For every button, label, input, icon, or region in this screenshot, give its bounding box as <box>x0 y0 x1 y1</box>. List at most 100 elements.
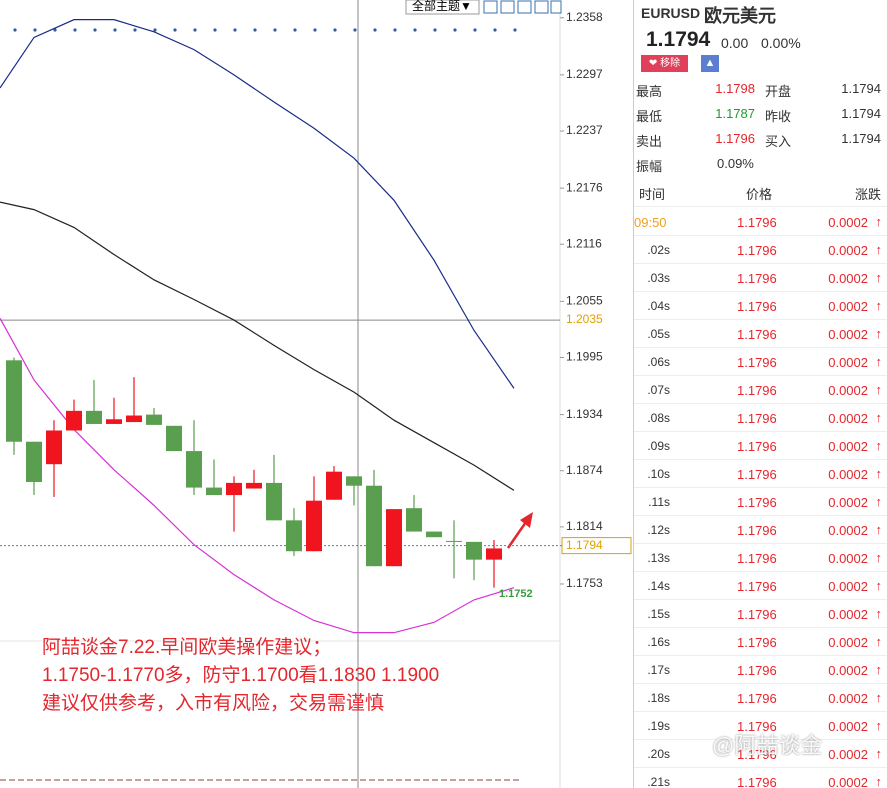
candle-body <box>486 548 502 560</box>
table-row: .10s 1.1796 0.0002 ↑ <box>634 460 887 488</box>
stat-label: 最高 <box>636 84 663 99</box>
price: 1.1796 <box>737 747 777 762</box>
marker-dot <box>453 28 457 32</box>
table-row: .17s 1.1796 0.0002 ↑ <box>634 656 887 684</box>
marker-dot <box>473 28 477 32</box>
price: 1.1796 <box>737 523 777 538</box>
chart: 全部主题▼ 1.2358 1.2297 1.2237 1.2176 1.2116 1.20… <box>0 0 632 788</box>
price: 1.1796 <box>737 579 777 594</box>
up-arrow: ↑ <box>875 494 883 509</box>
change: 0.0002 <box>828 635 868 650</box>
time: .04s <box>647 299 670 313</box>
change: 0.0002 <box>828 215 868 230</box>
stat-label: 开盘 <box>765 84 792 99</box>
up-arrow: ↑ <box>875 662 883 677</box>
annotation: 阿喆谈金7.22.早间欧美操作建议； <box>42 636 331 658</box>
price: 1.1796 <box>737 607 777 622</box>
up-arrow: ↑ <box>875 382 883 397</box>
theme-button-label[interactable]: 全部主题▼ <box>412 0 472 13</box>
y-tick-label: 1.2297 <box>566 67 603 81</box>
table-row: .07s 1.1796 0.0002 ↑ <box>634 376 887 404</box>
y-tick-label: 1.2237 <box>566 123 603 137</box>
time: .08s <box>647 411 670 425</box>
up-arrow: ↑ <box>875 466 883 481</box>
price: 1.1796 <box>737 299 777 314</box>
up-arrow: ↑ <box>875 354 883 369</box>
table-row: .19s 1.1796 0.0002 ↑ <box>634 712 887 740</box>
price: 1.1796 <box>737 383 777 398</box>
y-tick-label: 1.2116 <box>566 236 602 250</box>
marker-dot <box>133 28 137 32</box>
table-row: .14s 1.1796 0.0002 ↑ <box>634 572 887 600</box>
marker-dot <box>513 28 517 32</box>
marker-dot <box>293 28 297 32</box>
table-row: .09s 1.1796 0.0002 ↑ <box>634 432 887 460</box>
symbol: EURUSD <box>641 5 701 21</box>
crosshair-label-box <box>562 312 632 329</box>
up-arrow: ↑ <box>875 270 883 285</box>
stat-value: 1.1794 <box>841 131 881 146</box>
candle-body <box>366 485 382 567</box>
candle-body <box>246 482 262 489</box>
candle-body <box>466 541 482 560</box>
change: 0.0002 <box>828 383 868 398</box>
change: 0.0002 <box>828 607 868 622</box>
table-row: .05s 1.1796 0.0002 ↑ <box>634 320 887 348</box>
price: 1.1796 <box>737 327 777 342</box>
price: 1.1796 <box>737 467 777 482</box>
change: 0.0002 <box>828 355 868 370</box>
remove-button[interactable]: ❤ 移除 <box>641 55 688 72</box>
change: 0.0002 <box>828 551 868 566</box>
table-row: .08s 1.1796 0.0002 ↑ <box>634 404 887 432</box>
y-tick-label: 1.2358 <box>566 10 603 24</box>
time: .07s <box>647 383 670 397</box>
marker-dot <box>393 28 397 32</box>
change: 0.0002 <box>828 271 868 286</box>
table-row: .16s 1.1796 0.0002 ↑ <box>634 628 887 656</box>
change: 0.0002 <box>828 579 868 594</box>
toolbar-icons[interactable] <box>483 0 562 14</box>
table-row: .06s 1.1796 0.0002 ↑ <box>634 348 887 376</box>
stat-label: 买入 <box>765 134 792 149</box>
header-price: 价格 <box>746 187 773 202</box>
y-tick-label: 1.2176 <box>566 180 603 194</box>
stat-value: 1.1798 <box>715 81 755 96</box>
time: .13s <box>647 551 670 565</box>
last-price-box <box>561 537 632 555</box>
time: 09:50 <box>634 215 667 230</box>
up-arrow: ↑ <box>875 774 883 788</box>
marker-dot <box>313 28 317 32</box>
candle-body <box>186 451 202 488</box>
time: .11s <box>648 495 670 509</box>
marker-dot <box>433 28 437 32</box>
indicator-line <box>0 19 515 389</box>
candle-body <box>26 441 42 482</box>
time: .18s <box>647 691 670 705</box>
stat-label: 卖出 <box>636 134 663 149</box>
change: 0.0002 <box>828 495 868 510</box>
time: .10s <box>647 467 670 481</box>
remove-label[interactable]: 移除 <box>660 58 681 69</box>
up-arrow: ↑ <box>875 438 883 453</box>
price: 1.1796 <box>737 495 777 510</box>
alert-button[interactable]: ▲ <box>701 55 719 72</box>
marker-dot <box>193 28 197 32</box>
theme-button[interactable] <box>405 0 480 15</box>
price: 1.1796 <box>737 355 777 370</box>
markers <box>13 28 517 32</box>
marker-dot <box>373 28 377 32</box>
time: .05s <box>647 327 670 341</box>
annotation: 建议仅供参考，入市有风险，交易需谨慎 <box>42 692 384 714</box>
y-tick-label: 1.1753 <box>566 576 603 590</box>
marker-dot <box>273 28 277 32</box>
y-tick-label: 1.2055 <box>566 294 603 308</box>
time: .16s <box>647 635 670 649</box>
stat-value: 1.1787 <box>715 106 755 121</box>
time: .17s <box>647 663 670 677</box>
stat-label: 昨收 <box>765 109 792 124</box>
time: .15s <box>647 607 670 621</box>
time: .20s <box>647 747 670 761</box>
change: 0.00 <box>721 35 749 51</box>
time: .21s <box>647 775 670 788</box>
symbol-name: 欧元美元 <box>704 6 776 27</box>
